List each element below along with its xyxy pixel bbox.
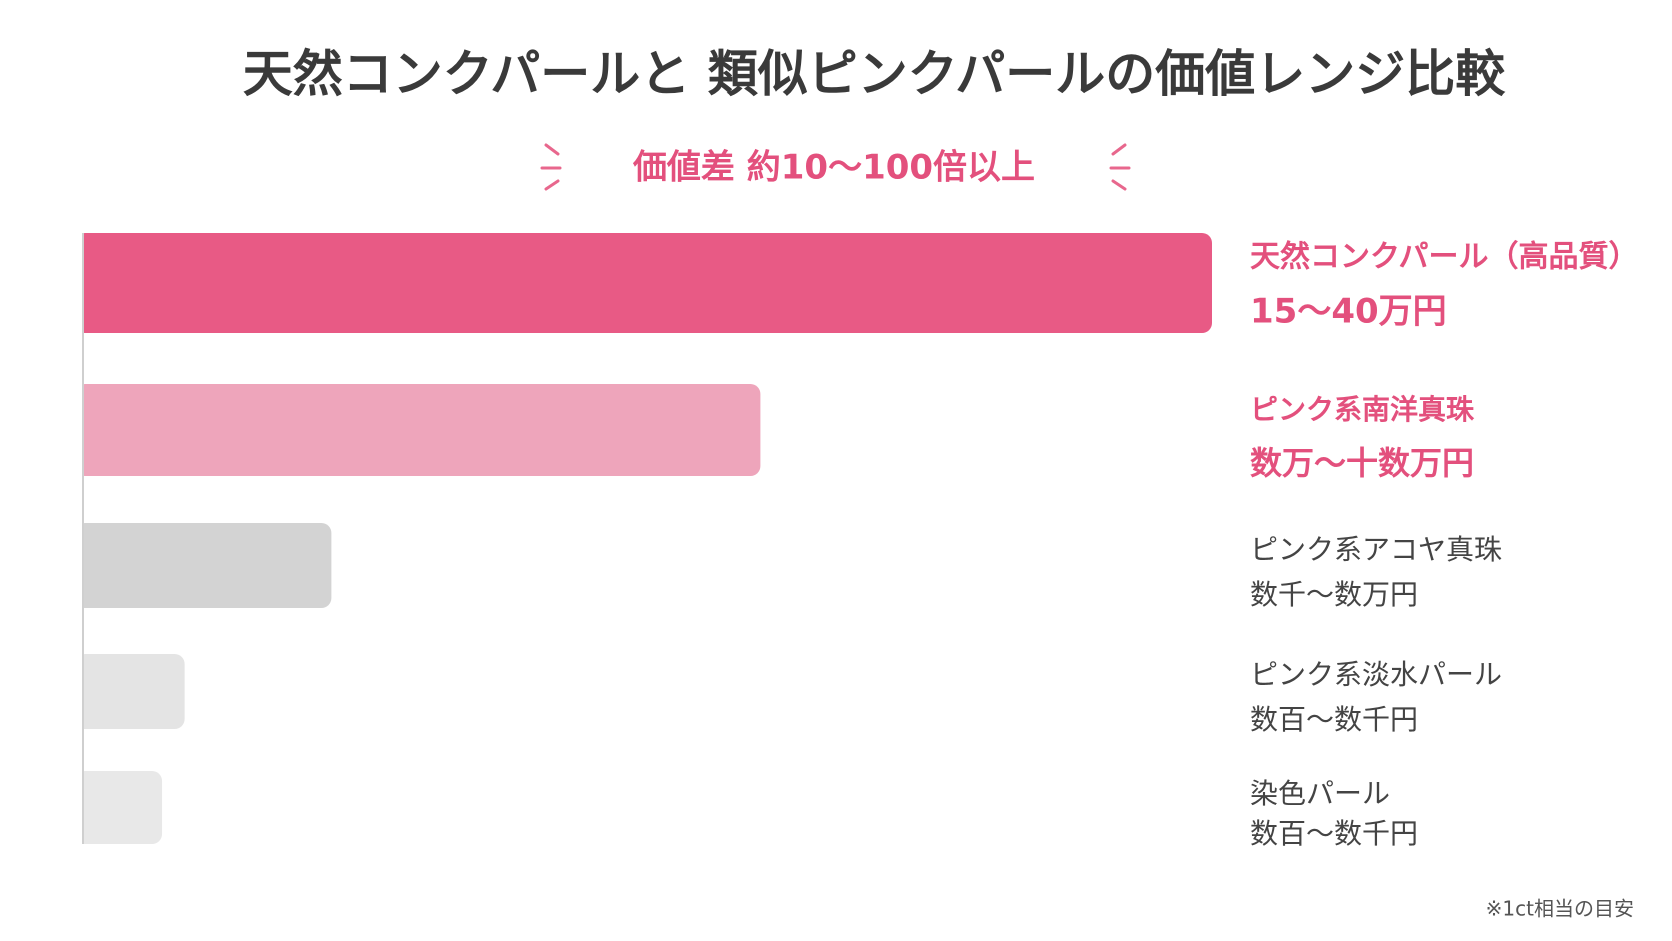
bar bbox=[75, 384, 761, 476]
category-label: ピンク系南洋真珠 bbox=[1250, 393, 1475, 426]
bar bbox=[75, 233, 1212, 333]
value-label: 15〜40万円 bbox=[1250, 292, 1447, 332]
category-label: ピンク系淡水パール bbox=[1250, 658, 1502, 691]
category-label: ピンク系アコヤ真珠 bbox=[1250, 533, 1502, 566]
value-label: 数万〜十数万円 bbox=[1250, 444, 1474, 482]
bar bbox=[75, 523, 332, 608]
category-label: 天然コンクパール（高品質） bbox=[1250, 240, 1639, 275]
value-label: 数百〜数千円 bbox=[1250, 703, 1418, 736]
chart-subtitle: 価値差 約10〜100倍以上 bbox=[632, 148, 1035, 188]
note: ※1ct相当の目安 bbox=[1486, 897, 1634, 921]
bar bbox=[75, 771, 163, 844]
value-label: 数千〜数万円 bbox=[1250, 578, 1418, 611]
bar-start-mask bbox=[60, 220, 82, 860]
subtitle-decoration bbox=[540, 143, 1131, 191]
chart-title: 天然コンクパールと 類似ピンクパールの価値レンジ比較 bbox=[243, 44, 1506, 103]
value-label: 数百〜数千円 bbox=[1250, 817, 1418, 850]
category-label: 染色パール bbox=[1250, 777, 1390, 810]
bar bbox=[75, 654, 185, 729]
